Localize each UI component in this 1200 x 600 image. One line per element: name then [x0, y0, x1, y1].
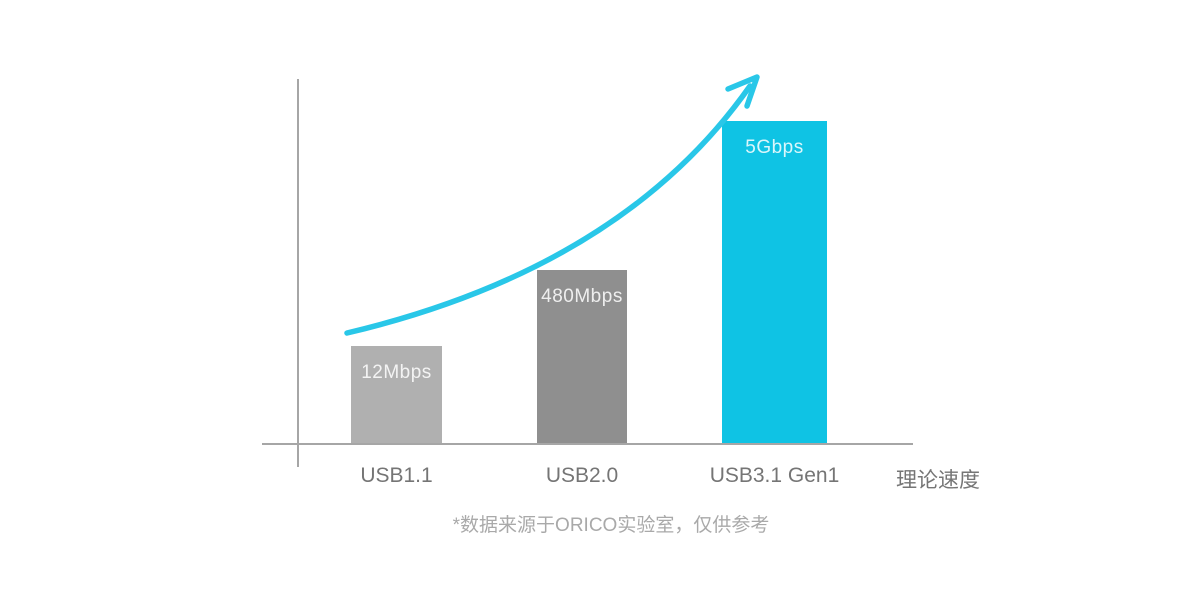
- x-axis-category-label: USB1.1: [360, 464, 433, 487]
- bar-value-label: 5Gbps: [745, 137, 804, 158]
- x-axis-category-label: USB2.0: [545, 464, 619, 487]
- footnote: *数据来源于ORICO实验室，仅供参考: [452, 515, 770, 536]
- x-axis-title: 理论速度: [896, 469, 980, 492]
- bar: 12Mbps: [351, 346, 442, 444]
- bar-value-label: 12Mbps: [361, 362, 432, 383]
- x-axis-category-label: USB3.1 Gen1: [709, 464, 840, 487]
